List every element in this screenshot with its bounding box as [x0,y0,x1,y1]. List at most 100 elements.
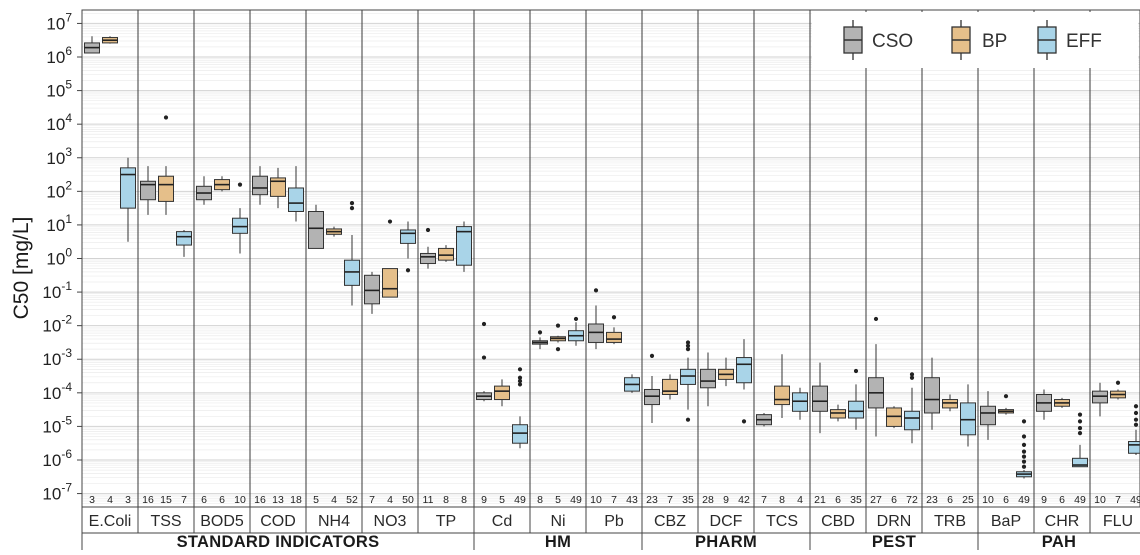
sample-count-label: 4 [797,494,803,506]
outlier-point [1134,404,1138,408]
outlier-point [1078,431,1082,435]
box-iqr [645,389,660,404]
box-bap-bp [999,394,1014,415]
box-tss-eff [177,230,192,257]
box-iqr [663,379,678,394]
box-chr-bp [1055,398,1070,408]
box-tcs-cso [757,413,772,426]
box-ni-bp [551,324,566,352]
sample-count-label: 6 [1059,494,1065,506]
sample-count-label: 7 [667,494,673,506]
box-e-coli-cso [85,36,100,53]
outlier-point [1022,434,1026,438]
category-label: BOD5 [200,513,244,530]
box-iqr [887,408,902,426]
outlier-point [350,201,354,205]
box-chr-cso [1037,389,1052,419]
category-cd [477,322,528,448]
sample-count-label: 6 [219,494,225,506]
legend-label: EFF [1066,31,1102,52]
box-cod-eff [289,166,304,221]
sample-count-label: 49 [1074,494,1086,506]
y-tick-label: 10-2 [42,313,72,336]
sample-count-label: 35 [850,494,862,506]
sample-count-label: 4 [331,494,337,506]
box-cbd-bp [831,405,846,422]
box-tp-bp [439,245,454,262]
sample-count-label: 23 [646,494,658,506]
category-label: TCS [766,513,798,530]
category-nh4 [309,201,360,306]
box-dcf-eff [737,339,752,423]
box-cbd-cso [813,363,828,434]
outlier-point [574,317,578,321]
y-tick-label: 10-4 [42,380,72,403]
outlier-point [1022,460,1026,464]
sample-count-label: 42 [738,494,750,506]
outlier-point [538,330,542,334]
outlier-point [686,340,690,344]
outlier-point [742,419,746,423]
sample-count-label: 16 [142,494,154,506]
sample-count-label: 3 [125,494,131,506]
outlier-point [350,206,354,210]
sample-count-label: 8 [443,494,449,506]
box-iqr [793,393,808,411]
box-e-coli-bp [103,36,118,43]
box-e-coli-eff [121,158,136,242]
sample-count-label: 6 [1003,494,1009,506]
sample-count-label: 16 [254,494,266,506]
outlier-point [594,288,598,292]
box-iqr [681,369,696,384]
y-tick-label: 10-6 [42,447,72,470]
category-dcf [701,339,752,423]
category-label: CBD [821,513,855,530]
y-tick-label: 102 [46,178,72,201]
box-iqr [345,260,360,285]
box-iqr [737,358,752,383]
group-label: PAH [1042,533,1077,550]
sample-count-label: 4 [387,494,393,506]
box-iqr [925,378,940,413]
sample-count-label: 21 [814,494,826,506]
y-tick-label: 10-7 [42,481,72,504]
sample-count-label: 9 [723,494,729,506]
box-cd-bp [495,379,510,406]
sample-count-label: 43 [626,494,638,506]
category-label: TP [436,513,456,530]
y-axis-title: C50 [mg/L] [10,217,33,320]
sample-count-label: 52 [346,494,358,506]
outlier-point [1004,394,1008,398]
box-iqr [961,403,976,435]
sample-count-label: 7 [761,494,767,506]
box-trb-cso [925,358,940,430]
category-label: E.Coli [89,513,132,530]
sample-count-label: 7 [1115,494,1121,506]
category-label: NH4 [318,513,350,530]
category-cod [253,166,304,221]
sample-count-label: 8 [461,494,467,506]
box-iqr [309,211,324,248]
box-iqr [775,386,790,404]
box-cbd-eff [849,369,864,430]
outlier-point [1134,423,1138,427]
outlier-point [1134,411,1138,415]
outlier-point [518,367,522,371]
outlier-point [650,354,654,358]
sample-count-label: 4 [107,494,113,506]
sample-count-label: 28 [702,494,714,506]
y-axis: 10710610510410310210110010-110-210-310-4… [42,10,82,503]
box-iqr [607,332,622,342]
box-cd-cso [477,322,492,401]
sample-count-label: 72 [906,494,918,506]
sample-count-label: 10 [1094,494,1106,506]
category-tss [141,115,192,256]
box-iqr [253,176,268,194]
category-label: TSS [150,513,181,530]
sample-count-label: 5 [555,494,561,506]
sample-count-label: 18 [290,494,302,506]
category-label: CBZ [654,513,686,530]
outlier-point [1022,465,1026,469]
